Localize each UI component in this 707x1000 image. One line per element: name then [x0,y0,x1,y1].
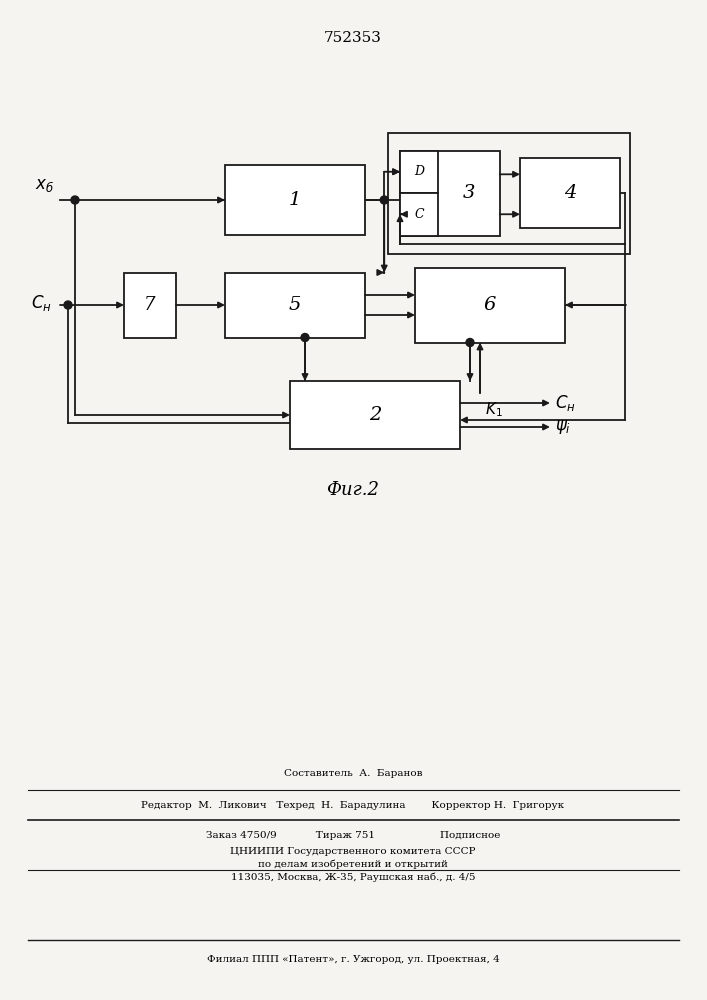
Text: $x_б$: $x_б$ [35,177,54,194]
Text: $K_1$: $K_1$ [485,400,503,419]
Bar [290,381,460,449]
Text: ЦНИИПИ Государственного комитета СССР: ЦНИИПИ Государственного комитета СССР [230,846,476,856]
Text: $C_н$: $C_н$ [555,393,575,413]
Text: 6: 6 [484,296,496,314]
Bar [225,165,365,235]
Bar [520,158,620,228]
Text: 7: 7 [144,296,156,314]
Bar [124,272,176,338]
Bar [415,267,565,342]
Text: 752353: 752353 [324,31,382,45]
Text: 4: 4 [563,184,576,202]
Text: Филиал ППП «Патент», г. Ужгород, ул. Проектная, 4: Филиал ППП «Патент», г. Ужгород, ул. Про… [206,956,499,964]
Bar [400,150,438,193]
Text: $\psi_i$: $\psi_i$ [555,418,571,436]
Text: 5: 5 [289,296,301,314]
Text: Заказ 4750/9            Тираж 751                    Подписное: Заказ 4750/9 Тираж 751 Подписное [206,830,500,840]
Circle shape [71,196,79,204]
Bar [400,150,500,235]
Bar [400,193,438,235]
Text: Редактор  М.  Ликович   Техред  Н.  Барадулина        Корректор Н.  Григорук: Редактор М. Ликович Техред Н. Барадулина… [141,800,565,810]
Circle shape [64,301,72,309]
Text: Составитель  А.  Баранов: Составитель А. Баранов [284,768,422,778]
Text: D: D [414,165,424,178]
Text: C: C [414,208,423,221]
Text: $C_н$: $C_н$ [31,293,52,313]
Bar [225,272,365,338]
Text: 3: 3 [463,184,475,202]
Text: 2: 2 [369,406,381,424]
Text: по делам изобретений и открытий: по делам изобретений и открытий [258,859,448,869]
Text: 113035, Москва, Ж-35, Раушская наб., д. 4/5: 113035, Москва, Ж-35, Раушская наб., д. … [230,872,475,882]
Circle shape [380,196,388,204]
Bar [388,132,630,253]
Circle shape [466,338,474,347]
Circle shape [301,334,309,342]
Text: 1: 1 [289,191,301,209]
Text: Фиг.2: Фиг.2 [327,481,380,499]
